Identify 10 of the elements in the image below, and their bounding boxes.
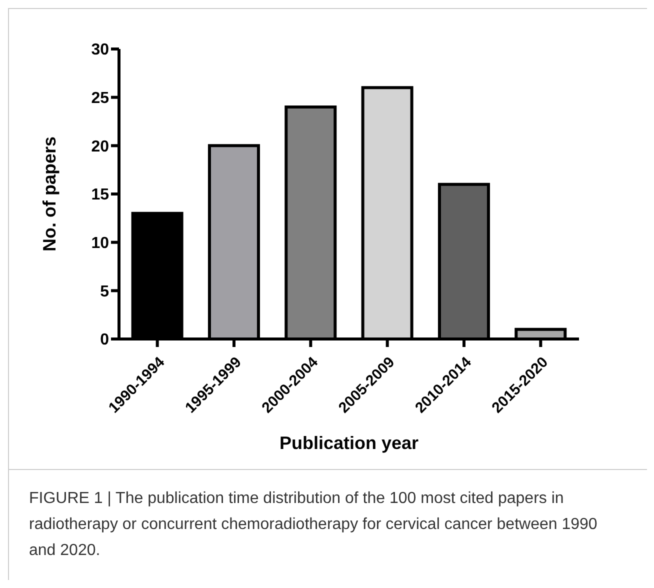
y-tick-label: 20 (91, 138, 110, 156)
y-axis-title: No. of papers (39, 136, 60, 252)
y-tick-label: 5 (100, 283, 110, 300)
y-tick-label: 0 (100, 332, 110, 349)
y-tick-label: 15 (91, 186, 110, 204)
x-axis-title: Publication year (279, 433, 419, 453)
y-tick-label: 30 (91, 42, 110, 59)
y-tick-label: 10 (91, 235, 110, 252)
caption: FIGURE 1 | The publication time distribution of the 100 most cited papers in radiotherapy or concurrent chemoradiotherapy for cervical cancer between 1990 and 2020. (9, 469, 647, 580)
y-tick-label: 25 (91, 90, 110, 108)
